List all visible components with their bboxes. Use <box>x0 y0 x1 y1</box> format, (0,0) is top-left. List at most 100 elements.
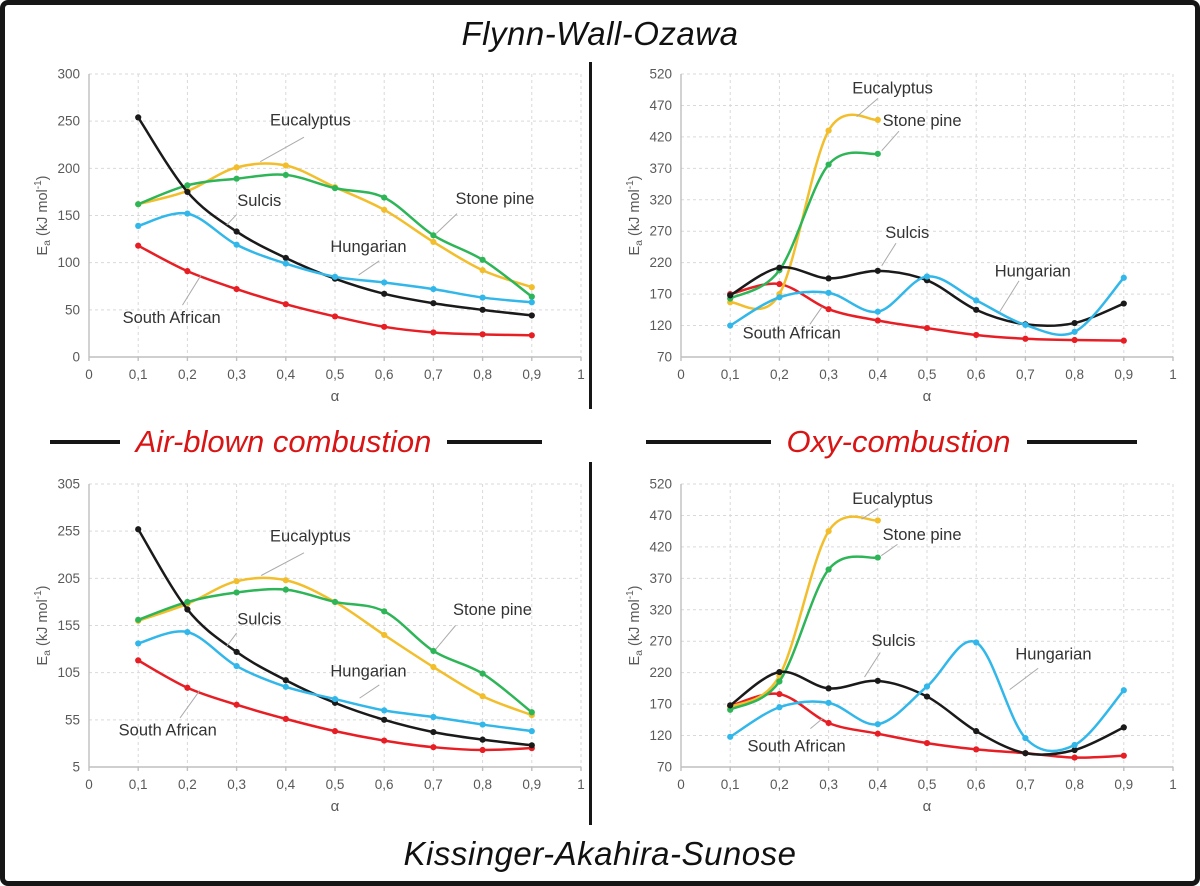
axes <box>88 74 582 361</box>
dash-left-of-oxy-label <box>645 440 771 444</box>
svg-text:0,2: 0,2 <box>770 777 789 792</box>
svg-text:South African: South African <box>748 738 846 756</box>
svg-text:0,3: 0,3 <box>227 367 246 382</box>
air-blown-combustion-label: Air-blown combustion <box>135 424 432 459</box>
dash-right-of-oxy-label <box>1026 440 1137 444</box>
annotation-south-african: South African <box>748 717 846 756</box>
svg-text:0,1: 0,1 <box>129 777 148 792</box>
svg-text:420: 420 <box>649 539 672 554</box>
svg-text:Stone pine: Stone pine <box>883 526 962 544</box>
svg-text:0,7: 0,7 <box>424 777 443 792</box>
svg-text:1: 1 <box>577 777 585 792</box>
svg-text:0,5: 0,5 <box>326 367 345 382</box>
svg-text:0,5: 0,5 <box>326 777 345 792</box>
series-stone-pine <box>727 554 881 713</box>
svg-text:0: 0 <box>677 367 685 382</box>
svg-text:0,6: 0,6 <box>967 777 986 792</box>
chart-kas-oxy: 0 0,1 0,2 0,3 0,4 0,5 0,6 0,7 0,8 0,9 1 70 120 170 220… <box>623 472 1183 817</box>
series-hungarian <box>727 273 1127 337</box>
svg-text:470: 470 <box>649 98 672 113</box>
annotation-stone-pine: Stone pine <box>880 526 962 557</box>
annotation-sulcis: Sulcis <box>226 192 281 226</box>
svg-text:320: 320 <box>649 192 672 207</box>
chart-svg-kas-air: 0 0,1 0,2 0,3 0,4 0,5 0,6 0,7 0,8 0,9 155510515520… <box>33 477 585 816</box>
svg-text:370: 370 <box>649 161 672 176</box>
svg-text:Eucalyptus: Eucalyptus <box>852 490 933 508</box>
chart-fwo-air-blown: 0 0,1 0,2 0,3 0,4 0,5 0,6 0,7 0,8 0,9 1 0 50 100 150 20… <box>31 62 591 407</box>
series-south-african <box>135 657 535 754</box>
annotation-sulcis: Sulcis <box>864 632 916 678</box>
axes <box>680 74 1174 361</box>
series-stone-pine <box>135 586 535 716</box>
svg-text:0,7: 0,7 <box>1016 777 1035 792</box>
svg-text:170: 170 <box>649 287 672 302</box>
svg-text:520: 520 <box>649 477 672 492</box>
y-axis-label: Ea (kJ mol-1) <box>625 175 645 255</box>
svg-text:105: 105 <box>57 665 80 680</box>
condition-air-blown: Air-blown combustion <box>5 417 587 467</box>
series-hungarian <box>135 210 535 306</box>
annotation-eucalyptus: Eucalyptus <box>259 112 351 163</box>
svg-text:0: 0 <box>85 367 93 382</box>
svg-text:370: 370 <box>649 571 672 586</box>
svg-text:0,8: 0,8 <box>473 367 492 382</box>
annotation-stone-pine: Stone pine <box>435 601 532 650</box>
annotation-stone-pine: Stone pine <box>436 190 534 234</box>
series-stone-pine <box>135 171 535 300</box>
dash-left-of-air-label <box>49 440 120 444</box>
svg-text:0: 0 <box>72 350 80 365</box>
svg-text:0,2: 0,2 <box>178 777 197 792</box>
svg-text:0: 0 <box>677 777 685 792</box>
svg-text:Eucalyptus: Eucalyptus <box>270 527 351 545</box>
svg-text:100: 100 <box>57 255 80 270</box>
chart-svg-kas-oxy: 0 0,1 0,2 0,3 0,4 0,5 0,6 0,7 0,8 0,9 170120170220… <box>625 477 1177 816</box>
svg-text:120: 120 <box>649 318 672 333</box>
svg-text:0: 0 <box>85 777 93 792</box>
svg-text:220: 220 <box>649 665 672 680</box>
annotation-stone-pine: Stone pine <box>881 112 962 152</box>
vertical-divider-top <box>589 62 592 409</box>
annotation-sulcis: Sulcis <box>226 610 281 647</box>
svg-text:South African: South African <box>743 325 841 343</box>
svg-text:Sulcis: Sulcis <box>237 610 281 628</box>
annotation-eucalyptus: Eucalyptus <box>260 527 351 576</box>
annotation-south-african: South African <box>119 690 217 740</box>
svg-text:0,9: 0,9 <box>522 367 541 382</box>
dash-right-of-air-label <box>447 440 543 444</box>
svg-text:5: 5 <box>72 760 80 775</box>
y-axis-label: Ea (kJ mol-1) <box>33 175 53 255</box>
svg-text:Hungarian: Hungarian <box>330 662 406 680</box>
svg-text:0,3: 0,3 <box>819 777 838 792</box>
svg-text:Hungarian: Hungarian <box>995 262 1071 280</box>
svg-text:150: 150 <box>57 208 80 223</box>
method-title-top: Flynn-Wall-Ozawa <box>461 15 739 52</box>
method-title-bottom: Kissinger-Akahira-Sunose <box>403 835 797 872</box>
chart-svg-fwo-oxy: 0 0,1 0,2 0,3 0,4 0,5 0,6 0,7 0,8 0,9 170120170220… <box>625 67 1177 406</box>
svg-text:0,4: 0,4 <box>276 777 295 792</box>
svg-text:Stone pine: Stone pine <box>883 112 962 130</box>
tick-labels: 0 0,1 0,2 0,3 0,4 0,5 0,6 0,7 0,8 0,9 1 0 50 100 150 20… <box>57 67 584 383</box>
y-axis-label: Ea (kJ mol-1) <box>625 585 645 665</box>
series-hungarian <box>135 629 535 735</box>
series-stone-pine <box>727 150 881 302</box>
svg-text:0,7: 0,7 <box>1016 367 1035 382</box>
svg-text:0,4: 0,4 <box>868 367 887 382</box>
svg-text:1: 1 <box>577 367 585 382</box>
svg-text:0,5: 0,5 <box>918 367 937 382</box>
series-south-african <box>135 242 535 339</box>
gridlines <box>681 483 1174 767</box>
axes <box>680 484 1174 771</box>
svg-text:Eucalyptus: Eucalyptus <box>270 112 351 130</box>
series-eucalyptus <box>727 515 881 711</box>
svg-text:470: 470 <box>649 508 672 523</box>
svg-text:0,1: 0,1 <box>721 777 740 792</box>
svg-text:0,8: 0,8 <box>473 777 492 792</box>
annotation-eucalyptus: Eucalyptus <box>852 79 933 118</box>
svg-text:120: 120 <box>649 728 672 743</box>
svg-text:0,3: 0,3 <box>819 367 838 382</box>
svg-text:Sulcis: Sulcis <box>872 632 916 650</box>
svg-text:Hungarian: Hungarian <box>1015 645 1091 663</box>
tick-labels: 0 0,1 0,2 0,3 0,4 0,5 0,6 0,7 0,8 0,9 170120170220… <box>649 477 1176 793</box>
tick-labels: 0 0,1 0,2 0,3 0,4 0,5 0,6 0,7 0,8 0,9 170120170220… <box>649 67 1176 383</box>
x-axis-label: α <box>331 798 340 815</box>
